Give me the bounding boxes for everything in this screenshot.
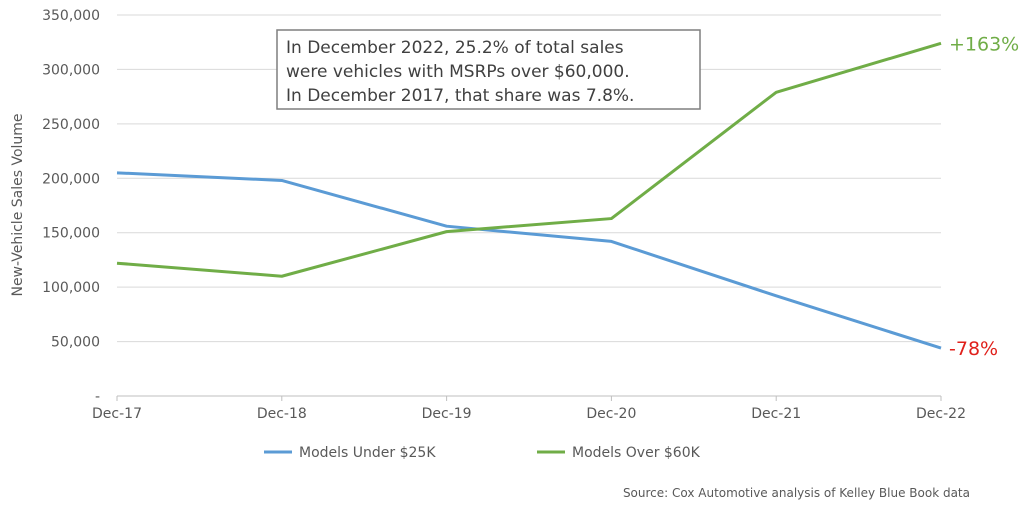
legend: Models Under $25K Models Over $60K (264, 445, 701, 461)
x-tick-label: Dec-19 (422, 406, 472, 422)
annotation-line-2: were vehicles with MSRPs over $60,000. (286, 62, 630, 82)
source-note: Source: Cox Automotive analysis of Kelle… (623, 486, 970, 500)
y-axis-label: New-Vehicle Sales Volume (10, 113, 26, 296)
x-tick-label: Dec-21 (751, 406, 801, 422)
annotation-line-1: In December 2022, 25.2% of total sales (286, 38, 624, 58)
y-tick-label: 300,000 (42, 62, 100, 78)
annotation-box: In December 2022, 25.2% of total sales w… (276, 29, 701, 110)
x-tick-label: Dec-20 (586, 406, 636, 422)
y-tick-label: 150,000 (42, 226, 100, 242)
series-line-0 (116, 171, 942, 350)
x-tick-label: Dec-17 (92, 406, 142, 422)
series-line-1 (116, 41, 942, 278)
legend-label-under-25k: Models Under $25K (299, 445, 436, 461)
y-tick-label: 200,000 (42, 171, 100, 187)
y-tick-label: 350,000 (42, 8, 100, 24)
y-tick-label: 100,000 (42, 280, 100, 296)
legend-label-over-60k: Models Over $60K (572, 445, 701, 461)
y-tick-label: 50,000 (51, 335, 100, 351)
x-tick-label: Dec-22 (916, 406, 966, 422)
y-tick-label: 250,000 (42, 117, 100, 133)
annotation-line-3: In December 2017, that share was 7.8%. (286, 86, 634, 106)
y-tick-label: - (95, 389, 100, 405)
end-label-1: +163% (949, 33, 1019, 55)
end-label-0: -78% (949, 338, 998, 360)
x-tick-label: Dec-18 (257, 406, 307, 422)
